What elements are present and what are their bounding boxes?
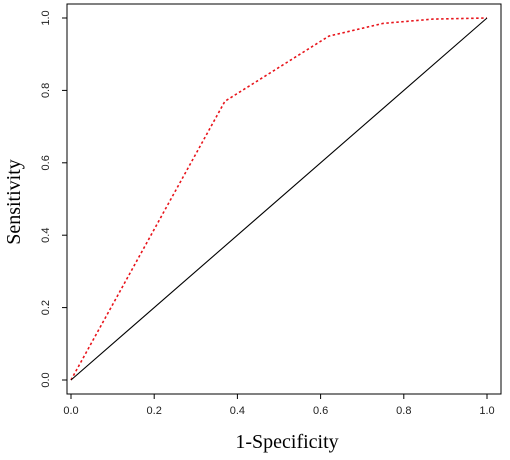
x-tick-label: 1.0 (479, 405, 494, 417)
y-tick-label: 0.6 (40, 155, 52, 170)
y-axis-title: Sensitivity (3, 159, 25, 245)
x-axis-title: 1-Specificity (235, 431, 338, 453)
y-tick-label: 0.2 (40, 300, 52, 315)
x-tick-label: 0.8 (396, 405, 411, 417)
y-tick-label: 0.0 (40, 372, 52, 387)
y-axis: 0.0 0.2 0.4 0.6 0.8 1.0 (40, 10, 67, 388)
x-tick-label: 0.6 (313, 405, 328, 417)
x-axis: 0.0 0.2 0.4 0.6 0.8 1.0 (63, 394, 495, 417)
y-tick-label: 0.8 (40, 83, 52, 98)
x-tick-label: 0.4 (230, 405, 245, 417)
y-tick-label: 0.4 (40, 228, 52, 243)
x-tick-label: 0.2 (147, 405, 162, 417)
roc-curve-line (70, 17, 488, 381)
series-layer (70, 17, 488, 381)
y-tick-label: 1.0 (40, 10, 52, 25)
plot-frame (66, 3, 502, 395)
reference-diagonal-line (70, 17, 488, 381)
x-tick-label: 0.0 (63, 405, 78, 417)
